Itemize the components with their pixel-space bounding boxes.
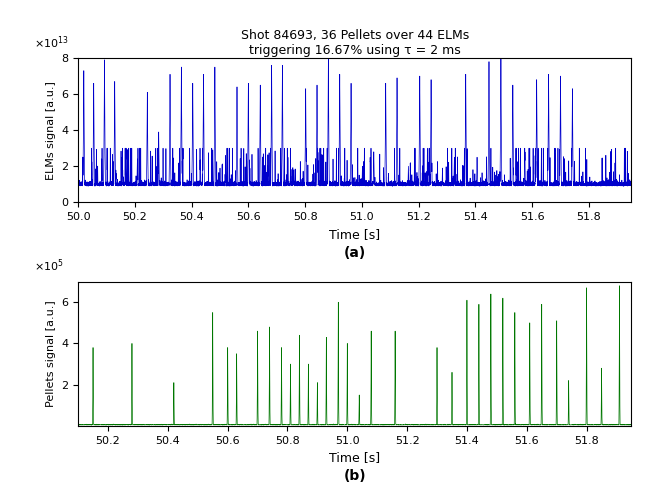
Text: (a): (a) — [344, 245, 366, 259]
Text: (b): (b) — [344, 469, 366, 483]
X-axis label: Time [s]: Time [s] — [329, 451, 380, 464]
X-axis label: Time [s]: Time [s] — [329, 227, 380, 241]
Text: $\times10^{5}$: $\times10^{5}$ — [34, 258, 64, 274]
Title: Shot 84693, 36 Pellets over 44 ELMs
triggering 16.67% using τ = 2 ms: Shot 84693, 36 Pellets over 44 ELMs trig… — [241, 29, 469, 57]
Y-axis label: Pellets signal [a.u.]: Pellets signal [a.u.] — [46, 301, 56, 407]
Text: $\times10^{13}$: $\times10^{13}$ — [34, 34, 68, 51]
Y-axis label: ELMs signal [a.u.]: ELMs signal [a.u.] — [46, 81, 56, 180]
